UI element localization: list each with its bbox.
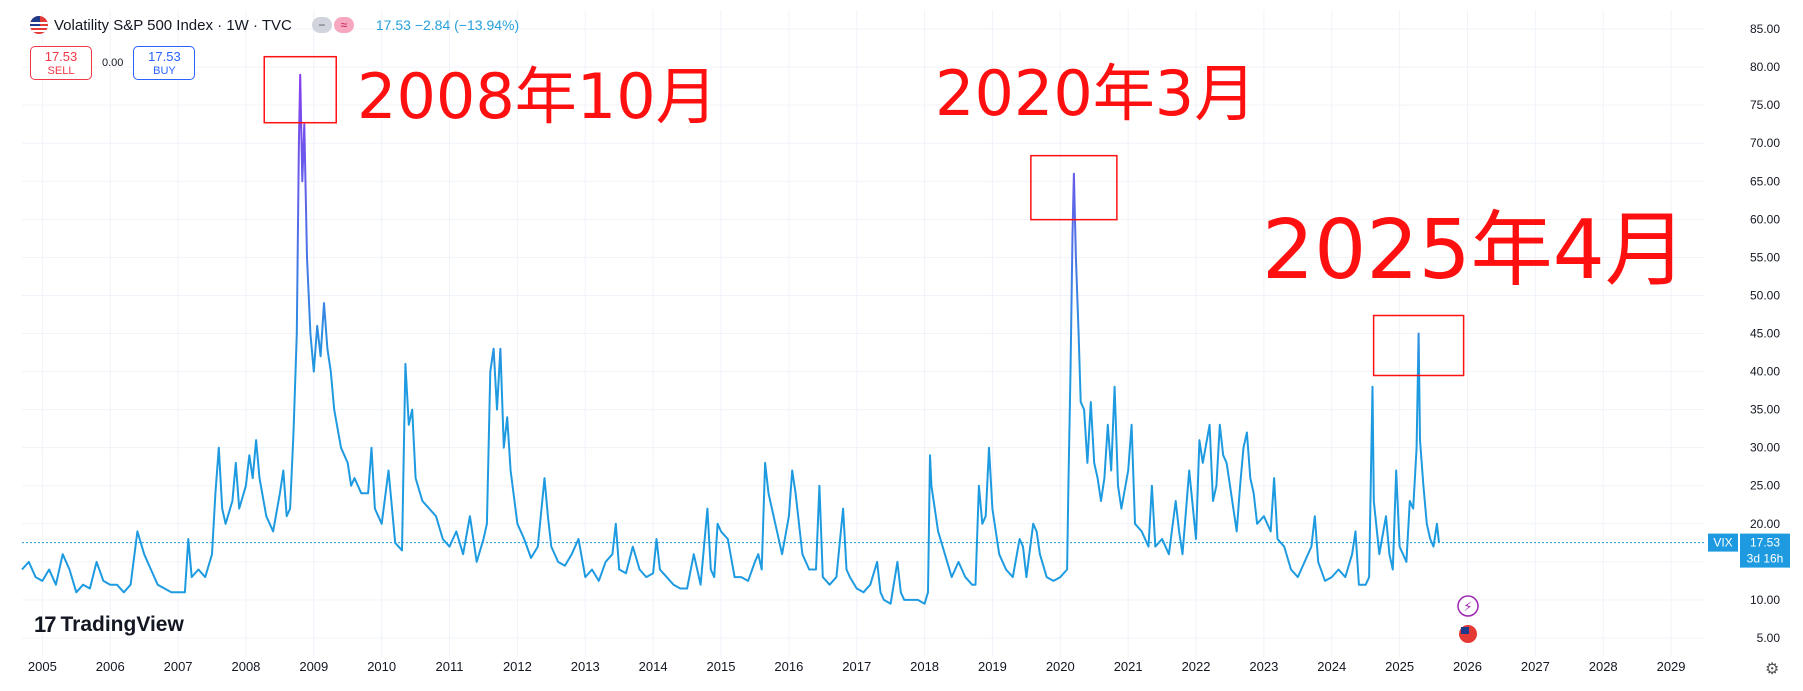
x-tick-label: 2007 [164,659,193,674]
symbol-tag: VIX [1713,536,1732,550]
y-tick-label: 45.00 [1750,327,1780,341]
x-tick-label: 2011 [436,659,464,674]
x-tick-label: 2029 [1657,659,1686,674]
x-tick-label: 2005 [28,659,57,674]
x-tick-label: 2015 [707,659,736,674]
x-tick-label: 2008 [231,659,260,674]
x-tick-label: 2013 [571,659,600,674]
annotation-label: 2008年10月 [357,60,718,133]
x-tick-label: 2020 [1046,659,1075,674]
x-axis[interactable]: 2005 2006 2007 2008 2009 2010 2011 2012 2013 2014… [28,659,1686,674]
us-flag-canton [1461,627,1469,634]
trade-panel: 17.53 SELL 0.00 17.53 BUY [30,46,196,80]
buy-price: 17.53 [148,49,181,64]
grid-lines [22,10,1705,657]
annotation-label: 2020年3月 [935,57,1256,130]
sell-button[interactable]: 17.53 SELL [30,46,92,80]
y-tick-label: 75.00 [1750,98,1780,112]
x-tick-label: 2021 [1114,659,1143,674]
y-tick-label: 35.00 [1750,403,1780,417]
x-tick-label: 2018 [910,659,939,674]
y-tick-label: 10.00 [1750,593,1780,607]
spread-value: 0.00 [102,57,124,69]
y-tick-label: 85.00 [1750,22,1780,36]
annotation-box [1030,154,1118,221]
tv-logo-icon: 17 [34,612,57,637]
sell-price: 17.53 [44,49,78,64]
annotation-box [263,55,337,124]
vix-series-line [21,73,1440,605]
y-tick-label: 20.00 [1750,517,1780,531]
us-flag-icon [30,16,48,34]
x-tick-label: 2017 [842,659,871,674]
last-price: 17.53 [375,17,411,33]
y-tick-label: 40.00 [1750,365,1780,379]
price-tag-bg [1740,533,1790,568]
x-tick-label: 2006 [96,659,125,674]
y-tick-label: 60.00 [1750,212,1780,226]
price-tag-countdown: 3d 16h [1747,552,1784,566]
event-icons[interactable]: ⚡ [1457,595,1479,645]
status-pills[interactable]: − ≈ [311,17,354,33]
price-change: −2.84 (−13.94%) [414,17,520,33]
tradingview-logo[interactable]: 17 TradingView [34,612,184,638]
x-tick-label: 2022 [1182,659,1211,674]
approx-icon[interactable]: ≈ [333,17,354,33]
y-tick-label: 50.00 [1750,288,1780,302]
buy-label: BUY [153,65,176,77]
x-tick-label: 2010 [367,659,396,674]
y-tick-label: 55.00 [1750,250,1780,264]
quote-values: 17.53 −2.84 (−13.94%) [376,17,519,33]
symbol-tag-bg [1708,533,1738,552]
sell-label: SELL [47,65,75,77]
price-tag: VIX 17.53 3d 16h [1708,533,1790,568]
price-tag-value: 17.53 [1750,536,1780,550]
y-tick-label: 25.00 [1750,479,1780,493]
gear-icon[interactable]: ⚙ [1765,661,1780,678]
x-tick-label: 2012 [503,659,532,674]
x-tick-label: 2023 [1249,659,1278,674]
x-tick-label: 2028 [1589,659,1618,674]
x-tick-label: 2019 [978,659,1007,674]
lightning-icon[interactable] [1457,595,1479,617]
y-tick-label: 65.00 [1750,174,1780,188]
x-tick-label: 2014 [639,659,668,674]
chart-header: Volatility S&P 500 Index · 1W · TVC − ≈ … [30,16,519,34]
lightning-glyph: ⚡ [1463,600,1472,615]
logo-text: TradingView [60,613,184,636]
x-tick-label: 2027 [1521,659,1550,674]
y-tick-label: 70.00 [1750,136,1780,150]
y-tick-label: 30.00 [1750,441,1780,455]
x-tick-label: 2009 [299,659,328,674]
annotation-label: 2025年4月 [1262,203,1687,298]
annotation-box [1372,314,1465,377]
x-tick-label: 2025 [1385,659,1414,674]
x-tick-label: 2016 [774,659,803,674]
minus-icon[interactable]: − [311,17,332,33]
x-tick-label: 2026 [1453,659,1482,674]
buy-button[interactable]: 17.53 BUY [133,46,196,80]
y-tick-label: 80.00 [1750,60,1780,74]
x-tick-label: 2024 [1317,659,1346,674]
y-tick-label: 5.00 [1757,631,1781,645]
symbol-title[interactable]: Volatility S&P 500 Index · 1W · TVC [54,16,292,34]
